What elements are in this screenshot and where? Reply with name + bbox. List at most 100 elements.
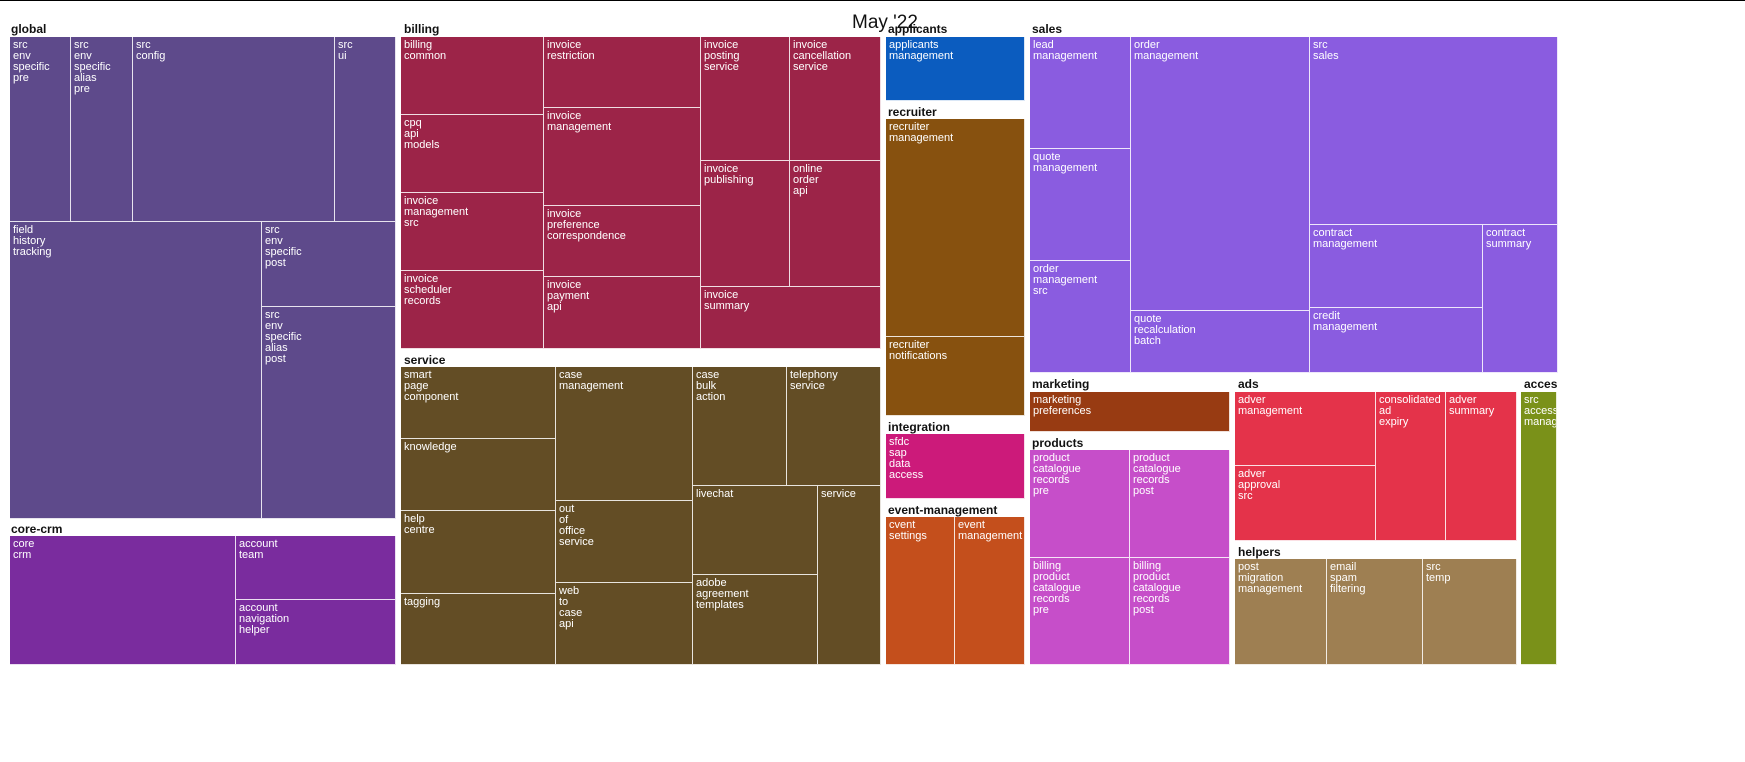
cell-label: smart page component (404, 369, 459, 403)
cell-label: core crm (13, 538, 35, 561)
treemap-cell[interactable]: product catalogue records pre (1030, 450, 1130, 558)
treemap-cell[interactable]: lead management (1030, 37, 1131, 149)
cell-label: service (821, 488, 856, 500)
cell-label: invoice publishing (704, 163, 754, 186)
treemap-cell[interactable]: src env specific pre (10, 37, 71, 222)
cell-label: billing product catalogue records post (1133, 560, 1181, 616)
treemap-cell[interactable]: invoice publishing (701, 161, 790, 287)
treemap-cell[interactable]: invoice management (544, 108, 701, 206)
treemap-cell[interactable]: recruiter notifications (886, 337, 1025, 416)
treemap-cell[interactable]: src config (133, 37, 335, 222)
treemap-cell[interactable]: invoice payment api (544, 277, 701, 349)
treemap-cell[interactable]: account navigation helper (236, 600, 396, 665)
treemap-cell[interactable]: invoice management src (401, 193, 544, 271)
treemap-cell[interactable]: email spam filtering (1327, 559, 1423, 665)
treemap-cell[interactable]: invoice scheduler records (401, 271, 544, 349)
treemap-cell[interactable]: credit management (1310, 308, 1483, 373)
cell-label: order management src (1033, 263, 1098, 297)
cell-label: billing common (404, 39, 447, 62)
treemap-cell[interactable]: src env specific alias post (262, 307, 396, 519)
treemap-cell[interactable]: post migration management (1235, 559, 1327, 665)
treemap-cell[interactable]: case bulk action (693, 367, 787, 486)
treemap-cell[interactable]: src ui (335, 37, 396, 222)
treemap-cell[interactable]: billing common (401, 37, 544, 115)
treemap-cell[interactable]: invoice restriction (544, 37, 701, 108)
treemap-cell[interactable]: quote recalculation batch (1131, 311, 1310, 373)
treemap-cell[interactable]: cpq api models (401, 115, 544, 193)
group-applicants: applicants management (886, 37, 1025, 101)
treemap-cell[interactable]: applicants management (886, 37, 1025, 101)
treemap-cell[interactable]: billing product catalogue records post (1130, 558, 1230, 665)
treemap-cell[interactable]: marketing preferences (1030, 392, 1230, 432)
cell-label: applicants management (889, 39, 954, 62)
cell-label: cpq api models (404, 117, 440, 151)
cell-label: contract management (1313, 227, 1378, 250)
treemap-cell[interactable]: src access manag (1521, 392, 1557, 665)
cell-label: invoice management (547, 110, 612, 133)
treemap-cell[interactable]: event management (955, 517, 1025, 665)
treemap-cell[interactable]: case management (556, 367, 693, 501)
treemap-cell[interactable]: contract summary (1483, 225, 1558, 373)
treemap-cell[interactable]: quote management (1030, 149, 1131, 261)
group-label-helpers: helpers (1238, 545, 1281, 559)
treemap-cell[interactable]: service (818, 486, 881, 665)
treemap-cell[interactable]: src env specific alias pre (71, 37, 133, 222)
cell-label: product catalogue records pre (1033, 452, 1081, 497)
treemap-cell[interactable]: adver summary (1446, 392, 1517, 541)
treemap-cell[interactable]: order management (1131, 37, 1310, 311)
treemap-cell[interactable]: product catalogue records post (1130, 450, 1230, 558)
treemap-cell[interactable]: smart page component (401, 367, 556, 439)
treemap-cell[interactable]: web to case api (556, 583, 693, 665)
cell-label: src env specific alias pre (74, 39, 111, 95)
cell-label: invoice payment api (547, 279, 590, 313)
cell-label: invoice summary (704, 289, 750, 312)
cell-label: cvent settings (889, 519, 927, 542)
cell-label: invoice management src (404, 195, 469, 229)
cell-label: knowledge (404, 441, 457, 453)
treemap-cell[interactable]: telephony service (787, 367, 881, 486)
treemap-cell[interactable]: cvent settings (886, 517, 955, 665)
cell-label: email spam filtering (1330, 561, 1366, 595)
treemap-cell[interactable]: src env specific post (262, 222, 396, 307)
cell-label: tagging (404, 596, 441, 608)
group-label-ads: ads (1238, 377, 1259, 391)
cell-label: order management (1134, 39, 1199, 62)
treemap-cell[interactable]: sfdc sap data access (886, 434, 1025, 499)
treemap-cell[interactable]: out of office service (556, 501, 693, 583)
cell-label: adver summary (1449, 394, 1495, 417)
treemap-cell[interactable]: invoice posting service (701, 37, 790, 161)
cell-label: account navigation helper (239, 602, 290, 636)
cell-label: quote management (1033, 151, 1098, 174)
treemap-cell[interactable]: src temp (1423, 559, 1517, 665)
treemap-cell[interactable]: src sales (1310, 37, 1558, 225)
group-label-global: global (11, 22, 47, 36)
treemap-cell[interactable]: online order api (790, 161, 881, 287)
chart-title: May '22 (852, 12, 918, 33)
treemap-cell[interactable]: recruiter management (886, 119, 1025, 337)
treemap-cell[interactable]: core crm (10, 536, 236, 665)
treemap-cell[interactable]: tagging (401, 594, 556, 665)
treemap-cell[interactable]: invoice summary (701, 287, 881, 349)
treemap-cell[interactable]: livechat (693, 486, 818, 575)
treemap-cell[interactable]: invoice cancellation service (790, 37, 881, 161)
cell-label: case bulk action (696, 369, 726, 403)
treemap-cell[interactable]: order management src (1030, 261, 1131, 373)
treemap-cell[interactable]: consolidated ad expiry (1376, 392, 1446, 541)
cell-label: invoice cancellation service (793, 39, 852, 73)
treemap-cell[interactable]: account team (236, 536, 396, 600)
cell-label: recruiter management (889, 121, 954, 144)
treemap-cell[interactable]: invoice preference correspondence (544, 206, 701, 277)
group-label-integration: integration (888, 420, 950, 434)
treemap-cell[interactable]: adobe agreement templates (693, 575, 818, 665)
cell-label: marketing preferences (1033, 394, 1092, 417)
group-label-recruiter: recruiter (888, 105, 937, 119)
treemap-cell[interactable]: knowledge (401, 439, 556, 511)
treemap-cell[interactable]: help centre (401, 511, 556, 594)
treemap-cell[interactable]: adver approval src (1235, 466, 1376, 541)
treemap-cell[interactable]: contract management (1310, 225, 1483, 308)
treemap-cell[interactable]: field history tracking (10, 222, 262, 519)
cell-label: invoice preference correspondence (547, 208, 626, 242)
group-label-service: service (404, 353, 446, 367)
treemap-cell[interactable]: billing product catalogue records pre (1030, 558, 1130, 665)
treemap-cell[interactable]: adver management (1235, 392, 1376, 466)
